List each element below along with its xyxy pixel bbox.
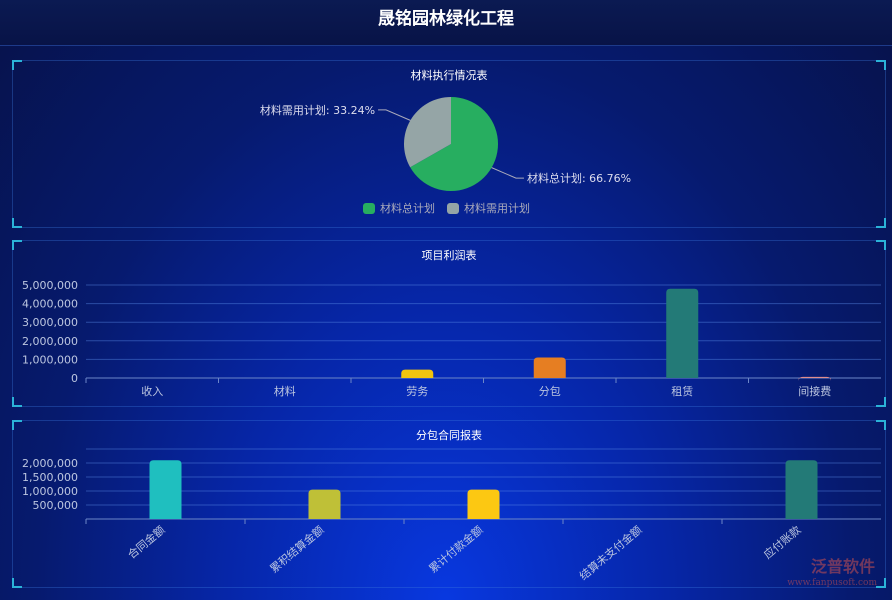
pie-label: 材料需用计划: 33.24% <box>260 103 375 117</box>
y-tick-label: 500,000 <box>33 499 79 512</box>
bar <box>798 376 831 381</box>
panel-corner <box>876 240 886 250</box>
x-tick-label: 劳务 <box>406 385 428 398</box>
panel-corner <box>876 397 886 407</box>
bar <box>308 489 341 519</box>
panel-corner <box>12 420 22 430</box>
page-title: 晟铭园林绿化工程 <box>378 9 514 29</box>
x-tick-label: 累积结算金额 <box>267 523 327 576</box>
x-tick-label: 收入 <box>141 384 163 398</box>
bar <box>533 357 566 378</box>
pie-label: 材料总计划: 66.76% <box>527 171 631 185</box>
panel-corner <box>12 240 22 250</box>
legend-swatch <box>363 203 375 214</box>
profit-panel: 项目利润表 0 1,000,000 2,000,000 3,000,000 4,000,… <box>12 240 886 407</box>
pie-slice <box>404 97 451 168</box>
x-tick-label: 应付账款 <box>761 523 804 562</box>
panel-corner <box>12 218 22 228</box>
panel-corner <box>12 578 22 588</box>
y-tick-label: 1,000,000 <box>22 485 78 498</box>
pie-panel: 材料执行情况表 材料总计划: 66.76% 材料需用计划: 33.24% 材料总计划… <box>12 60 886 228</box>
bar <box>785 460 818 519</box>
legend-item: 材料需用计划 <box>464 201 530 215</box>
header: 晟铭园林绿化工程 <box>0 0 892 46</box>
y-tick-label: 4,000,000 <box>22 298 78 311</box>
profit-title: 项目利润表 <box>421 249 477 262</box>
y-tick-label: 2,000,000 <box>22 335 78 348</box>
pie-label-line <box>378 109 411 121</box>
subcontract-panel: 分包合同报表 500,000 1,000,000 1,500,000 2,000,00… <box>12 420 886 588</box>
panel-corner <box>876 420 886 430</box>
x-tick-label: 间接费 <box>798 385 831 398</box>
y-tick-label: 1,500,000 <box>22 471 78 484</box>
x-tick-label: 租赁 <box>671 384 693 398</box>
x-tick-label: 结算未支付金额 <box>576 523 644 583</box>
x-tick-label: 材料 <box>274 384 296 398</box>
legend-item: 材料总计划 <box>380 201 435 215</box>
bar <box>401 369 434 378</box>
panel-corner <box>876 60 886 70</box>
bar <box>467 489 500 519</box>
y-tick-label: 0 <box>71 372 78 385</box>
bar <box>149 460 182 519</box>
x-tick-label: 分包 <box>539 385 561 398</box>
subcontract-title: 分包合同报表 <box>416 429 482 442</box>
profit-chart: 0 1,000,000 2,000,000 3,000,000 4,000,000 5,0… <box>22 279 881 398</box>
watermark-logo: 泛普软件 <box>810 557 875 576</box>
y-tick-label: 5,000,000 <box>22 279 78 292</box>
pie-slice <box>410 97 498 191</box>
watermark-url: www.fanpusoft.com <box>787 578 877 588</box>
y-tick-label: 1,000,000 <box>22 353 78 366</box>
panel-corner <box>876 578 886 588</box>
pie-title: 材料执行情况表 <box>410 69 488 82</box>
pie-chart: 材料总计划: 66.76% 材料需用计划: 33.24% 材料总计划 材料需用计划 <box>260 97 631 215</box>
x-tick-label: 合同金额 <box>125 523 168 562</box>
y-tick-label: 3,000,000 <box>22 316 78 329</box>
x-tick-label: 累计付款金额 <box>426 523 486 576</box>
bar <box>666 288 699 378</box>
panel-corner <box>876 218 886 228</box>
y-tick-label: 2,000,000 <box>22 457 78 470</box>
panel-corner <box>12 397 22 407</box>
legend-swatch <box>447 203 459 214</box>
panel-corner <box>12 60 22 70</box>
pie-label-line <box>491 167 524 179</box>
